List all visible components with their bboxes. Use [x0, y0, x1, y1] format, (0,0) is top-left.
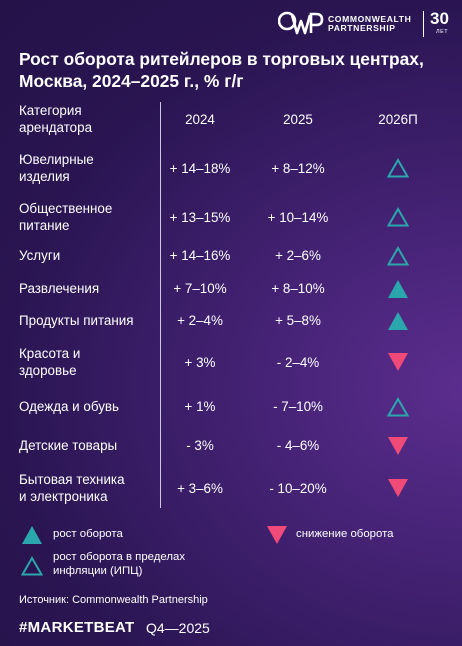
value-2024: + 1%: [184, 399, 216, 414]
value-2024: - 3%: [186, 438, 214, 453]
company-name-line1: COMMONWEALTH: [328, 14, 412, 24]
forecast-decline-icon: [388, 436, 408, 455]
forecast-decline-icon: [388, 479, 408, 497]
company-name-line2: PARTNERSHIP: [328, 23, 396, 33]
row-label-line: Развлечения: [19, 281, 100, 296]
value-2024: + 3–6%: [177, 480, 223, 496]
row-label-line: Бытовая техника: [19, 472, 125, 487]
row-label: Общественное питание: [19, 200, 154, 234]
row-label: Ювелирные изделия: [19, 151, 154, 185]
chart-title: Рост оборота ритейлеров в торговых центр…: [19, 48, 439, 92]
row-label-line: здоровье: [19, 363, 77, 378]
value-2025: + 10–14%: [267, 209, 329, 225]
header-year-2024: 2024: [185, 112, 215, 127]
value-2024: + 14–18%: [169, 160, 231, 176]
row-label-line: питание: [19, 218, 70, 233]
row-label: Детские товары: [19, 437, 154, 454]
legend-inflation-label-line2: инфляции (ИПЦ): [53, 565, 143, 577]
value-2024: + 2–4%: [177, 313, 223, 328]
row-label-line: Услуги: [19, 248, 61, 263]
chart-title-line2: Москва, 2024–2025 г., % г/г: [19, 71, 244, 91]
header-category: Категория арендатора: [19, 102, 149, 136]
value-2024: + 13–15%: [169, 209, 231, 225]
row-label-line: Продукты питания: [19, 313, 134, 328]
row-label-line: Детские товары: [19, 438, 118, 453]
value-2024: + 14–16%: [169, 248, 231, 263]
value-2024: + 3%: [184, 354, 216, 370]
row-label-line: изделия: [19, 169, 70, 184]
row-label-line: Одежда и обувь: [19, 399, 119, 414]
value-2025: - 7–10%: [273, 399, 323, 414]
value-2025: + 8–12%: [271, 160, 325, 176]
forecast-inflation-icon: [387, 207, 409, 227]
cwp-logo-mark-icon: [278, 11, 324, 35]
value-2025: - 4–6%: [276, 438, 320, 453]
footer-period: Q4—2025: [146, 620, 210, 636]
legend-inflation-icon: [21, 556, 43, 576]
value-2025: - 10–20%: [269, 480, 327, 496]
forecast-decline-icon: [388, 353, 408, 371]
legend-growth-label: рост оборота: [53, 528, 123, 540]
header-year-2025: 2025: [283, 112, 313, 127]
forecast-inflation-icon: [387, 158, 409, 178]
legend-inflation-label: рост оборота в пределах инфляции (ИПЦ): [53, 550, 185, 578]
forecast-inflation-icon: [387, 396, 409, 416]
legend-inflation-label-line1: рост оборота в пределах: [53, 551, 186, 563]
row-label: Красота и здоровье: [19, 345, 154, 379]
row-label-line: Общественное: [19, 201, 113, 216]
forecast-growth-icon: [388, 279, 408, 298]
value-2025: - 2–4%: [276, 354, 320, 370]
row-label-line: Красота и: [19, 346, 81, 361]
row-label: Одежда и обувь: [19, 398, 154, 415]
forecast-growth-icon: [388, 311, 408, 330]
legend-growth-icon: [22, 526, 42, 544]
source-note: Источник: Commonwealth Partnership: [19, 594, 208, 606]
footer-brand: #MARKETBEAT: [19, 619, 135, 636]
value-2024: + 7–10%: [173, 281, 227, 296]
row-label-line: Ювелирные: [19, 152, 94, 167]
row-label: Развлечения: [19, 280, 154, 297]
legend-decline-label: снижение оборота: [296, 528, 394, 540]
chart-title-line1: Рост оборота ритейлеров в торговых центр…: [19, 49, 424, 69]
company-logo: COMMONWEALTH PARTNERSHIP 30 ЛЕТ: [278, 9, 456, 39]
logo-divider: [423, 11, 424, 37]
value-2025: + 8–10%: [271, 281, 325, 296]
value-2025: + 5–8%: [275, 313, 321, 328]
anniversary-years: 30: [430, 9, 449, 28]
company-name: COMMONWEALTH PARTNERSHIP: [328, 15, 411, 33]
anniversary-years-label: ЛЕТ: [436, 29, 449, 35]
row-label-line: и электроника: [19, 489, 108, 504]
value-2025: + 2–6%: [275, 248, 321, 263]
row-label: Бытовая техника и электроника: [19, 471, 154, 505]
row-label: Продукты питания: [19, 312, 154, 329]
row-label: Услуги: [19, 247, 154, 264]
header-category-line1: Категория: [19, 103, 82, 118]
legend-decline-icon: [267, 526, 287, 544]
header-category-line2: арендатора: [19, 120, 93, 135]
column-divider: [160, 102, 161, 508]
forecast-inflation-icon: [387, 245, 409, 265]
header-year-2026-forecast: 2026П: [378, 112, 418, 127]
